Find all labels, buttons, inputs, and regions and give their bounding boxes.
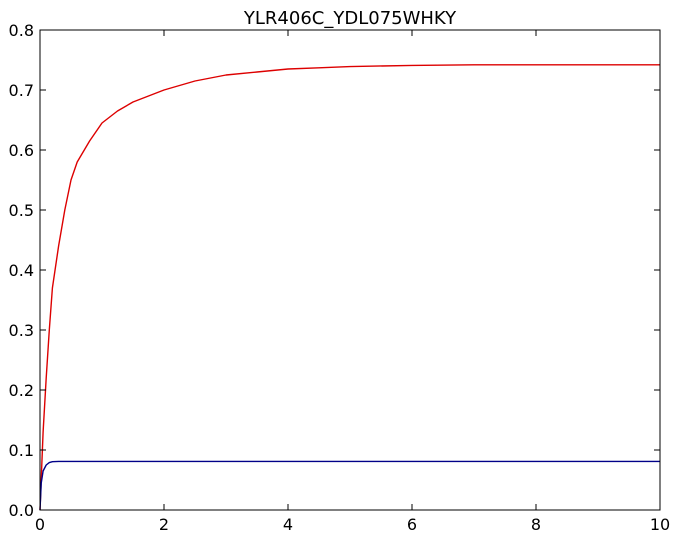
y-tick-label: 0.0 <box>9 501 34 520</box>
series-layer <box>39 64 660 511</box>
series-line-1 <box>39 64 660 511</box>
plot-frame <box>39 29 661 511</box>
x-tick-label: 8 <box>531 515 541 534</box>
chart-title: YLR406C_YDL075WHKY <box>243 8 457 29</box>
x-tick-label: 4 <box>283 515 293 534</box>
tick-layer: 0 2 4 6 8 10 0.0 0.1 0.2 0.3 0.4 0.5 0.6 0.7 0.8 <box>9 21 671 534</box>
y-tick-label: 0.4 <box>9 261 34 280</box>
x-tick-label: 0 <box>35 515 45 534</box>
x-tick-label: 6 <box>407 515 417 534</box>
y-tick-label: 0.5 <box>9 201 34 220</box>
x-tick-label: 2 <box>159 515 169 534</box>
y-tick-label: 0.2 <box>9 381 34 400</box>
x-tick-label: 10 <box>650 515 670 534</box>
series-line-2 <box>39 460 660 511</box>
y-tick-label: 0.8 <box>9 21 34 40</box>
y-tick-label: 0.7 <box>9 81 34 100</box>
y-tick-label: 0.1 <box>9 441 34 460</box>
y-tick-label: 0.3 <box>9 321 34 340</box>
y-tick-label: 0.6 <box>9 141 34 160</box>
